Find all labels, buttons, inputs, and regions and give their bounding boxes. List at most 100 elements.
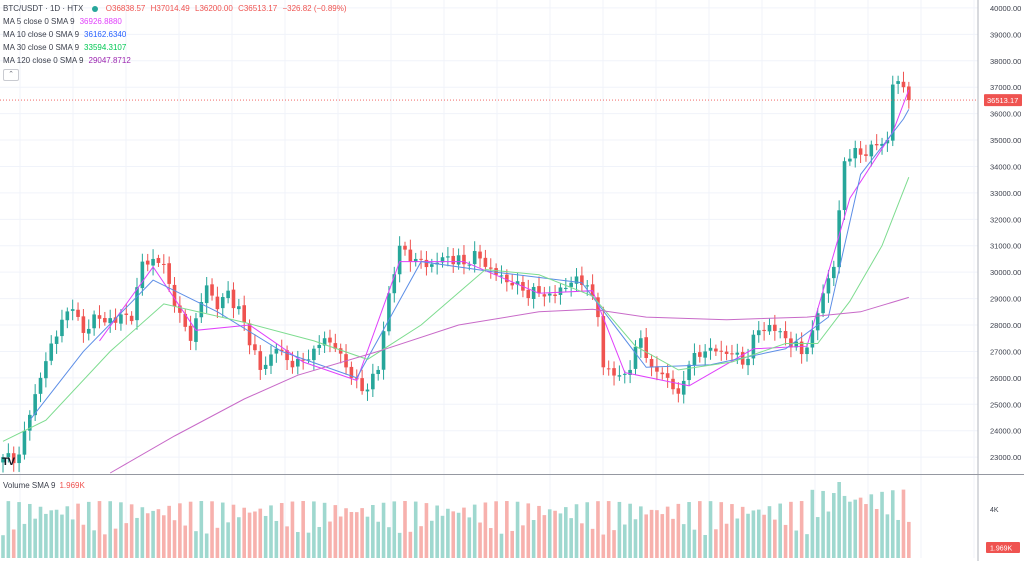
candle-body: [510, 282, 514, 286]
price-tick-label: 27000.00: [990, 347, 1021, 356]
candle-body: [885, 140, 890, 144]
volume-bar: [328, 521, 332, 558]
candle-body: [821, 293, 825, 314]
candle-body: [231, 289, 236, 309]
volume-bar: [869, 494, 874, 558]
volume-bar: [258, 508, 263, 558]
symbol-label[interactable]: BTC/USDT · 1D · HTX: [3, 4, 84, 13]
volume-bar: [113, 528, 118, 558]
ohlc-open: O36838.57: [105, 4, 146, 13]
volume-bar: [301, 501, 305, 558]
candle-body: [162, 263, 166, 265]
volume-bar: [692, 529, 697, 558]
volume-bar: [462, 507, 466, 558]
candle-body: [328, 337, 332, 343]
volume-bar: [296, 532, 300, 558]
candle-body: [119, 314, 123, 324]
volume-bar: [183, 525, 188, 558]
candle-body: [462, 254, 466, 265]
volume-bar: [740, 506, 745, 558]
candle-body: [665, 373, 670, 378]
candle-body: [215, 296, 220, 310]
volume-bar: [1, 535, 5, 558]
volume-bar: [596, 501, 600, 558]
indicator-ma10[interactable]: MA 10 close 0 SMA 9 36162.6340: [3, 28, 350, 41]
volume-bar: [472, 504, 477, 558]
indicator-label: MA 30 close 0 SMA 9: [3, 43, 80, 52]
candle-body: [756, 330, 761, 336]
candle-body: [703, 351, 707, 358]
volume-bar: [6, 501, 11, 558]
candle-body: [365, 389, 370, 392]
volume-bar: [167, 505, 171, 558]
candle-body: [585, 285, 590, 287]
candle-body: [762, 329, 766, 332]
candle-body: [317, 344, 322, 349]
candle-body: [124, 313, 129, 315]
candle-body: [301, 359, 305, 361]
volume-bar: [633, 519, 638, 558]
volume-bar: [413, 501, 418, 558]
candle-body: [338, 348, 343, 354]
candle-body: [17, 454, 21, 464]
volume-bar: [145, 513, 150, 558]
indicator-ma30[interactable]: MA 30 close 0 SMA 9 33594.3107: [3, 41, 350, 54]
volume-bar: [756, 509, 761, 558]
volume-bar: [92, 530, 96, 558]
volume-bar: [483, 502, 488, 558]
candle-body: [419, 258, 423, 260]
ohlc-change: −326.82 (−0.89%): [282, 4, 347, 13]
indicator-label: MA 120 close 0 SMA 9: [3, 56, 84, 65]
volume-last-label: 1.969K: [990, 546, 1013, 553]
volume-bar: [97, 501, 102, 558]
volume-bar: [676, 503, 681, 558]
candle-body: [1, 457, 5, 463]
candle-body: [145, 260, 150, 265]
volume-bar: [901, 489, 906, 558]
volume-bar: [435, 505, 439, 558]
volume-bar: [135, 517, 139, 558]
candle-body: [188, 325, 193, 341]
collapse-legend-button[interactable]: ⌃: [3, 69, 19, 81]
volume-bar: [247, 512, 252, 558]
candle-body: [633, 346, 638, 369]
candle-body: [263, 364, 268, 370]
volume-bar: [28, 503, 32, 558]
volume-bar: [671, 518, 675, 558]
candle-body: [896, 81, 900, 84]
volume-bar: [430, 520, 434, 558]
candle-body: [751, 334, 756, 359]
volume-bar: [896, 519, 900, 558]
candle-body: [172, 284, 177, 307]
volume-bar: [628, 503, 632, 558]
candle-body: [258, 351, 263, 370]
volume-last-badge: [986, 542, 1020, 553]
candle-body: [472, 251, 477, 265]
volume-bar: [735, 518, 740, 558]
candle-body: [671, 378, 675, 390]
candle-body: [440, 257, 445, 263]
indicator-ma5[interactable]: MA 5 close 0 SMA 9 36926.8880: [3, 15, 350, 28]
volume-bar: [606, 501, 611, 558]
candle-body: [397, 245, 402, 275]
indicator-ma120[interactable]: MA 120 close 0 SMA 9 29047.8712: [3, 54, 350, 67]
volume-bar: [424, 503, 429, 558]
candle-body: [526, 289, 531, 299]
candle-body: [708, 347, 713, 351]
candle-body: [33, 394, 37, 416]
candle-body: [81, 316, 86, 333]
price-tick-label: 28000.00: [990, 321, 1021, 330]
volume-bar: [226, 522, 230, 558]
price-tick-label: 38000.00: [990, 57, 1021, 66]
candle-body: [210, 284, 214, 296]
candle-body: [44, 361, 48, 379]
candle-body: [333, 343, 338, 349]
volume-bar: [70, 519, 75, 558]
candle-body: [553, 294, 557, 296]
ma10-line: [29, 109, 910, 421]
volume-legend[interactable]: Volume SMA 9 1.969K: [3, 481, 85, 490]
candle-body: [242, 305, 246, 323]
candle-body: [371, 373, 375, 390]
